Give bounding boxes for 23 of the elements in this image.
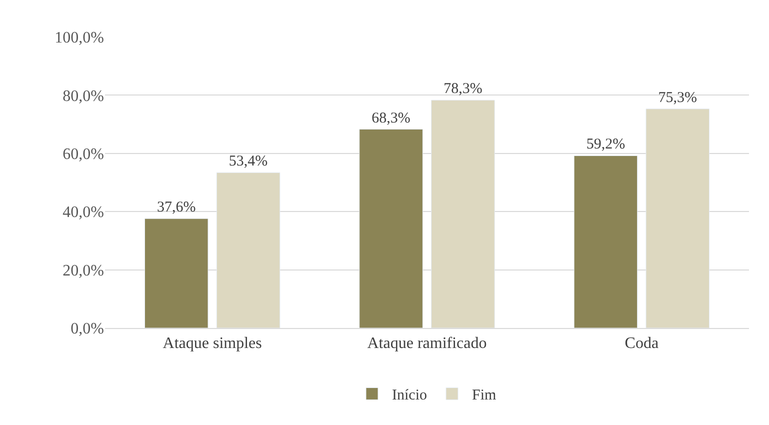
data-label: 78,3% xyxy=(444,81,482,98)
y-tick-label: 20,0% xyxy=(62,262,104,280)
y-tick-label: 100,0% xyxy=(54,30,104,47)
data-label: 59,2% xyxy=(586,136,626,153)
legend-label: Início xyxy=(392,388,427,404)
bar xyxy=(646,108,710,328)
bar xyxy=(216,172,280,328)
y-tick-label: 60,0% xyxy=(62,146,104,163)
bar xyxy=(359,129,423,328)
x-tick-label: Ataque simples xyxy=(162,335,262,352)
bar xyxy=(144,218,208,328)
legend-label: Fim xyxy=(472,388,497,404)
y-tick-label: 0,0% xyxy=(70,320,104,338)
x-tick-label: Coda xyxy=(624,335,659,352)
data-label: 53,4% xyxy=(228,154,268,170)
bar xyxy=(574,155,638,328)
y-tick-label: 40,0% xyxy=(62,204,104,222)
data-label: 37,6% xyxy=(157,200,196,216)
data-label: 75,3% xyxy=(658,90,697,106)
x-tick-label: Ataque ramificado xyxy=(367,335,487,352)
y-tick-label: 80,0% xyxy=(62,88,104,105)
bar xyxy=(431,100,495,328)
data-label: 68,3% xyxy=(372,110,410,126)
